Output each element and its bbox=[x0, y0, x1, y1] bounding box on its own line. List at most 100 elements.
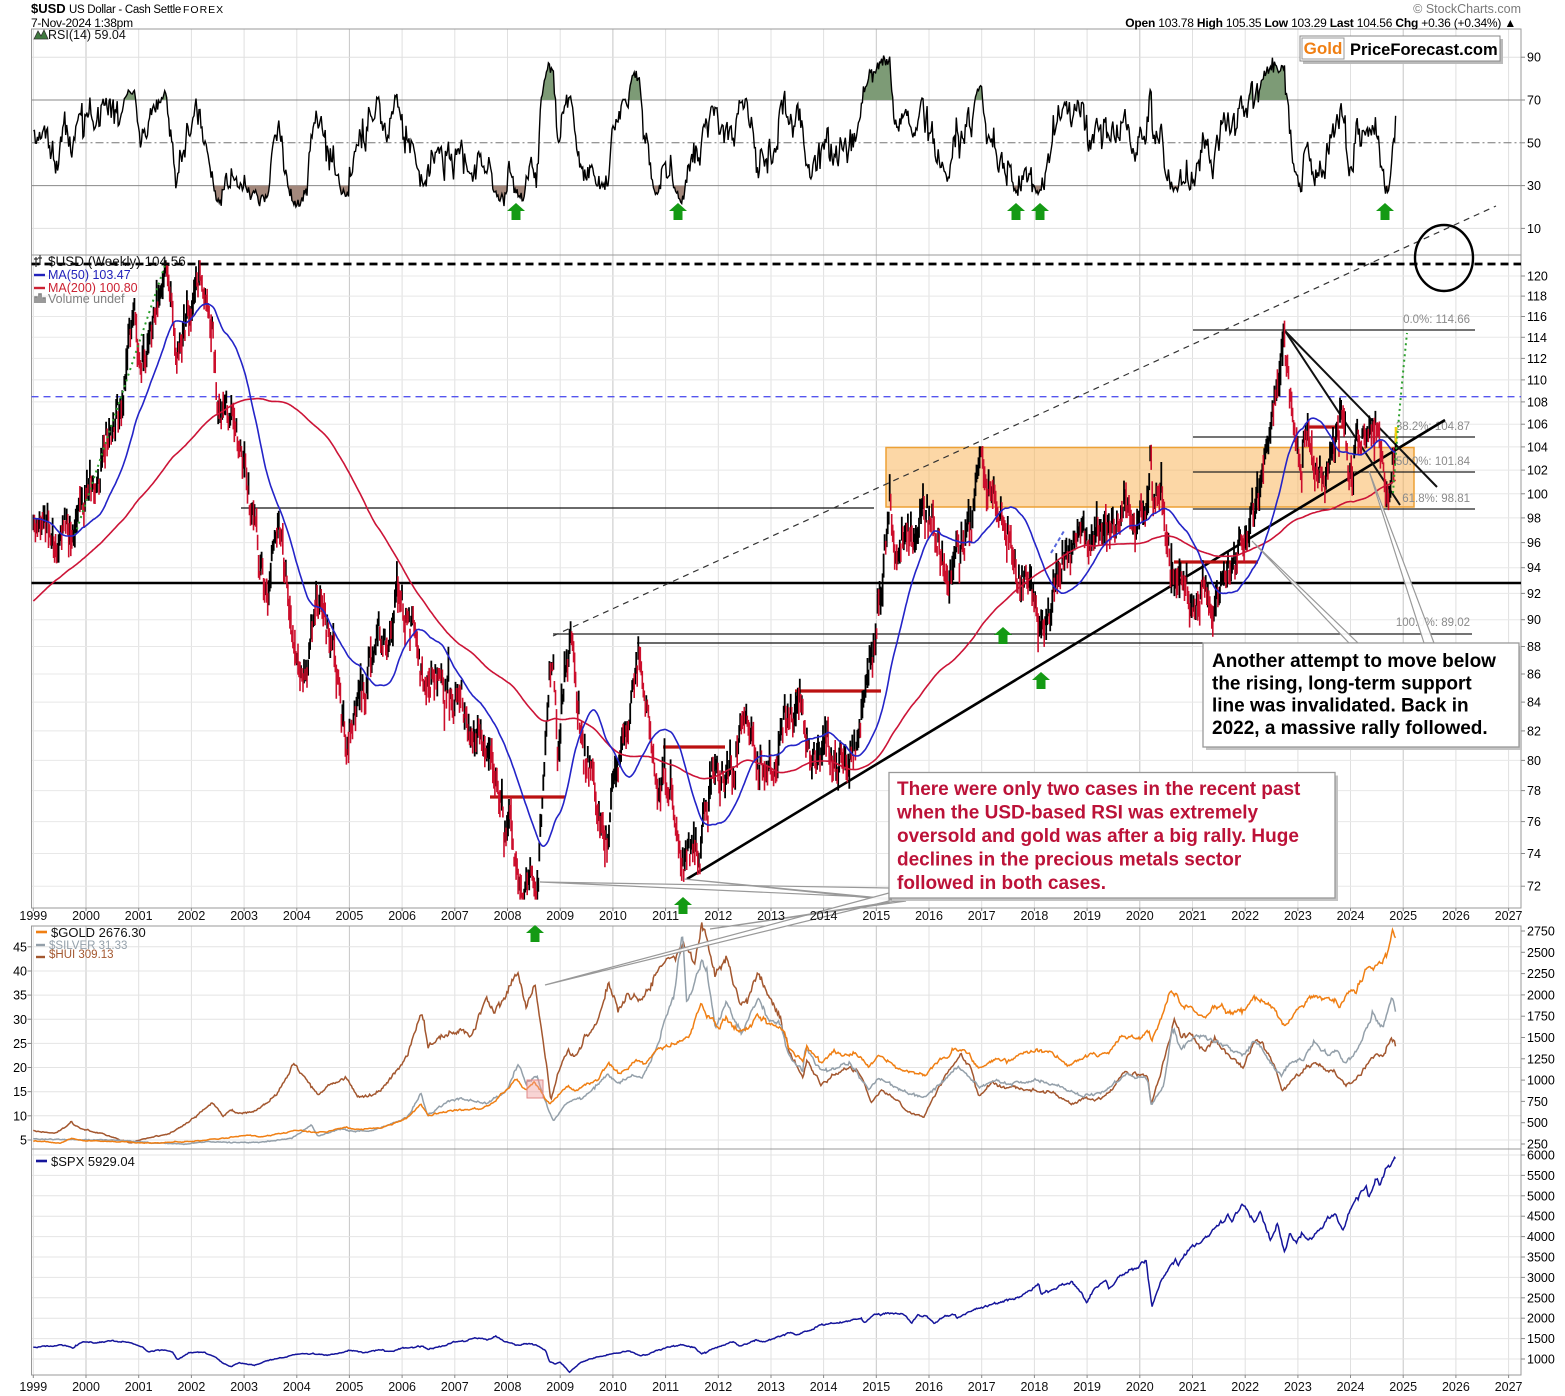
svg-text:2002: 2002 bbox=[177, 909, 205, 923]
svg-text:Another attempt to move below: Another attempt to move below bbox=[1212, 651, 1496, 672]
svg-text:98: 98 bbox=[1527, 511, 1541, 525]
svg-text:90: 90 bbox=[1527, 613, 1541, 627]
svg-text:$SPX 5929.04: $SPX 5929.04 bbox=[51, 1154, 135, 1169]
svg-text:2009: 2009 bbox=[546, 909, 574, 923]
svg-text:2025: 2025 bbox=[1389, 909, 1417, 923]
svg-text:50: 50 bbox=[1527, 136, 1541, 150]
svg-text:2007: 2007 bbox=[441, 909, 469, 923]
svg-text:92: 92 bbox=[1527, 587, 1541, 601]
svg-text:2013: 2013 bbox=[757, 1380, 785, 1394]
svg-text:2023: 2023 bbox=[1284, 909, 1312, 923]
svg-text:2003: 2003 bbox=[230, 909, 258, 923]
svg-text:2008: 2008 bbox=[494, 909, 522, 923]
svg-text:2005: 2005 bbox=[335, 1380, 363, 1394]
svg-text:45: 45 bbox=[13, 940, 27, 954]
svg-text:when the USD-based RSI was ext: when the USD-based RSI was extremely bbox=[896, 803, 1259, 824]
svg-text:$USD: $USD bbox=[31, 1, 66, 16]
svg-text:2004: 2004 bbox=[283, 909, 311, 923]
svg-text:$GOLD 2676.30: $GOLD 2676.30 bbox=[51, 925, 146, 940]
svg-text:2750: 2750 bbox=[1527, 925, 1555, 939]
svg-text:112: 112 bbox=[1527, 352, 1547, 366]
svg-text:250: 250 bbox=[1527, 1138, 1548, 1152]
svg-text:$USD (Weekly) 104.56: $USD (Weekly) 104.56 bbox=[48, 254, 186, 269]
svg-text:2500: 2500 bbox=[1527, 1291, 1555, 1305]
svg-text:1500: 1500 bbox=[1527, 1031, 1555, 1045]
svg-text:2021: 2021 bbox=[1179, 909, 1207, 923]
svg-text:70: 70 bbox=[1527, 94, 1541, 108]
svg-text:80: 80 bbox=[1527, 754, 1541, 768]
svg-text:5: 5 bbox=[20, 1134, 27, 1148]
svg-text:2010: 2010 bbox=[599, 1380, 627, 1394]
svg-text:96: 96 bbox=[1527, 536, 1541, 550]
svg-text:120: 120 bbox=[1527, 270, 1548, 284]
svg-text:RSI(14) 59.04: RSI(14) 59.04 bbox=[48, 28, 126, 42]
svg-text:100.0%: 89.02: 100.0%: 89.02 bbox=[1396, 617, 1470, 629]
svg-text:Gold: Gold bbox=[1304, 39, 1343, 58]
svg-text:74: 74 bbox=[1527, 847, 1541, 861]
svg-text:106: 106 bbox=[1527, 418, 1548, 432]
svg-text:84: 84 bbox=[1527, 696, 1541, 710]
svg-text:There were only two cases in t: There were only two cases in the recent … bbox=[897, 779, 1301, 800]
svg-text:2017: 2017 bbox=[968, 909, 996, 923]
svg-text:2025: 2025 bbox=[1389, 1380, 1417, 1394]
svg-text:30: 30 bbox=[13, 1013, 27, 1027]
svg-text:0.0%: 114.66: 0.0%: 114.66 bbox=[1403, 314, 1470, 326]
svg-text:2019: 2019 bbox=[1073, 1380, 1101, 1394]
svg-text:2016: 2016 bbox=[915, 1380, 943, 1394]
svg-text:2003: 2003 bbox=[230, 1380, 258, 1394]
svg-text:2007: 2007 bbox=[441, 1380, 469, 1394]
svg-text:2026: 2026 bbox=[1442, 1380, 1470, 1394]
svg-text:Open 103.78 High 105.35 Low 10: Open 103.78 High 105.35 Low 103.29 Last … bbox=[1125, 16, 1516, 30]
svg-text:2011: 2011 bbox=[652, 1380, 679, 1394]
svg-text:61.8%: 98.81: 61.8%: 98.81 bbox=[1402, 493, 1470, 505]
svg-text:2006: 2006 bbox=[388, 909, 416, 923]
svg-text:oversold and gold was after a: oversold and gold was after a big rally.… bbox=[897, 826, 1299, 847]
svg-text:2500: 2500 bbox=[1527, 946, 1555, 960]
svg-text:2027: 2027 bbox=[1495, 1380, 1523, 1394]
svg-text:10: 10 bbox=[13, 1109, 27, 1123]
svg-text:94: 94 bbox=[1527, 561, 1541, 575]
svg-text:$HUI 309.13: $HUI 309.13 bbox=[49, 949, 114, 961]
svg-text:10: 10 bbox=[1527, 222, 1541, 236]
svg-text:2000: 2000 bbox=[72, 909, 100, 923]
svg-text:1750: 1750 bbox=[1527, 1010, 1555, 1024]
svg-text:20: 20 bbox=[13, 1061, 27, 1075]
svg-text:$SILVER 31.33: $SILVER 31.33 bbox=[49, 940, 127, 952]
svg-text:the rising, long-term support: the rising, long-term support bbox=[1212, 673, 1472, 694]
svg-text:followed in both cases.: followed in both cases. bbox=[897, 873, 1106, 894]
svg-text:5500: 5500 bbox=[1527, 1169, 1555, 1183]
svg-text:2015: 2015 bbox=[862, 909, 890, 923]
svg-text:88: 88 bbox=[1527, 640, 1541, 654]
svg-text:2004: 2004 bbox=[283, 1380, 311, 1394]
svg-text:5000: 5000 bbox=[1527, 1189, 1555, 1203]
svg-text:2021: 2021 bbox=[1179, 1380, 1207, 1394]
svg-text:1250: 1250 bbox=[1527, 1052, 1555, 1066]
svg-text:114: 114 bbox=[1527, 331, 1547, 345]
svg-text:4500: 4500 bbox=[1527, 1210, 1555, 1224]
svg-text:2019: 2019 bbox=[1073, 909, 1101, 923]
svg-text:2011: 2011 bbox=[652, 909, 679, 923]
svg-text:PriceForecast.com: PriceForecast.com bbox=[1350, 41, 1498, 59]
svg-text:6000: 6000 bbox=[1527, 1149, 1555, 1163]
svg-text:118: 118 bbox=[1527, 290, 1547, 304]
svg-text:2026: 2026 bbox=[1442, 909, 1470, 923]
svg-text:25: 25 bbox=[13, 1037, 27, 1051]
svg-text:2014: 2014 bbox=[810, 1380, 838, 1394]
svg-text:7-Nov-2024 1:38pm: 7-Nov-2024 1:38pm bbox=[31, 16, 133, 30]
svg-text:2017: 2017 bbox=[968, 1380, 996, 1394]
svg-text:line was invalidated. Back in: line was invalidated. Back in bbox=[1212, 696, 1469, 717]
svg-text:90: 90 bbox=[1527, 51, 1541, 65]
svg-text:110: 110 bbox=[1527, 373, 1547, 387]
svg-text:40: 40 bbox=[13, 965, 27, 979]
svg-text:2012: 2012 bbox=[704, 909, 732, 923]
svg-text:2018: 2018 bbox=[1020, 909, 1048, 923]
svg-text:104: 104 bbox=[1527, 440, 1548, 454]
svg-text:2022, a massive rally followed: 2022, a massive rally followed. bbox=[1212, 718, 1488, 739]
svg-text:35: 35 bbox=[13, 989, 27, 1003]
svg-text:2023: 2023 bbox=[1284, 1380, 1312, 1394]
svg-text:2002: 2002 bbox=[177, 1380, 205, 1394]
svg-text:2016: 2016 bbox=[915, 909, 943, 923]
svg-text:2020: 2020 bbox=[1126, 909, 1154, 923]
svg-text:2250: 2250 bbox=[1527, 967, 1555, 981]
svg-text:1000: 1000 bbox=[1527, 1353, 1555, 1367]
